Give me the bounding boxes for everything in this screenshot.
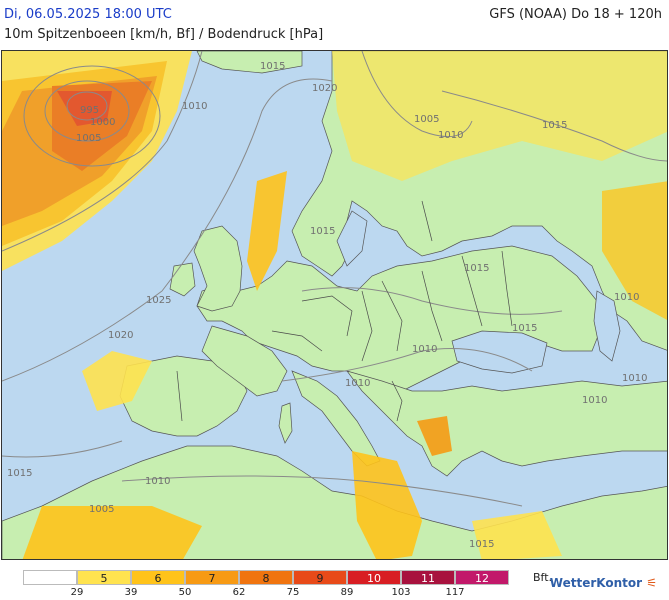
- legend-bin: [23, 570, 77, 585]
- isobar-label: 1010: [182, 101, 207, 112]
- legend-tick-label: 50: [178, 587, 192, 598]
- isobar-label: 1010: [438, 130, 463, 141]
- legend-tick-label: 103: [391, 587, 411, 598]
- isobar-label: 1010: [614, 292, 639, 303]
- isobar-label: 995: [80, 105, 99, 116]
- legend-tick-label: 29: [70, 587, 84, 598]
- baltic-sea: [336, 210, 368, 267]
- map-subtitle: 10m Spitzenboeen [km/h, Bf] / Bodendruck…: [4, 27, 324, 42]
- isobar-lines: [2, 51, 667, 507]
- gust-shading: [2, 51, 667, 559]
- legend-tick-label: 117: [445, 587, 465, 598]
- isobar-label: 1015: [469, 539, 494, 550]
- legend-bin: 8: [239, 570, 293, 585]
- great-britain: [193, 225, 243, 312]
- isobar-label: 1010: [345, 378, 370, 389]
- isobar-label: 1015: [260, 61, 285, 72]
- legend-bin: 6: [131, 570, 185, 585]
- legend-bin: 12: [455, 570, 509, 585]
- isobar-label: 1025: [146, 295, 171, 306]
- isobar-label-group: 995 1000 1005 1010 1015 1020 1025 1005 1…: [7, 61, 647, 550]
- isobar-label: 1015: [542, 120, 567, 131]
- isobar-label: 1010: [622, 373, 647, 384]
- central-europe: [196, 245, 603, 397]
- black-sea: [451, 330, 548, 374]
- weather-map[interactable]: 995 1000 1005 1010 1015 1020 1025 1005 1…: [1, 50, 668, 560]
- legend-tick-label: 75: [286, 587, 300, 598]
- sardinia: [278, 402, 293, 444]
- isobar-label: 1005: [76, 133, 101, 144]
- wetterkontor-logo[interactable]: WetterKontor ⚟: [550, 576, 657, 590]
- balkans-turkey: [346, 370, 667, 477]
- isobar-label: 1015: [464, 263, 489, 274]
- france: [201, 325, 288, 397]
- isobar-label: 1010: [145, 476, 170, 487]
- legend-bin: 9: [293, 570, 347, 585]
- brand-name: WetterKontor: [549, 576, 643, 590]
- legend-bin: 7: [185, 570, 239, 585]
- iceland-landmass: [196, 51, 303, 74]
- forecast-datetime: Di, 06.05.2025 18:00 UTC: [4, 7, 172, 22]
- map-canvas: 995 1000 1005 1010 1015 1020 1025 1005 1…: [2, 51, 667, 559]
- legend-tick-label: 89: [340, 587, 354, 598]
- isobar-label: 1000: [90, 117, 115, 128]
- isobar-label: 1015: [310, 226, 335, 237]
- isobar-label: 1005: [89, 504, 114, 515]
- logo-signal-icon: ⚟: [646, 576, 657, 590]
- isobar-label: 1020: [312, 83, 337, 94]
- isobar-label: 1020: [108, 330, 133, 341]
- model-run-label: GFS (NOAA) Do 18 + 120h: [489, 7, 662, 22]
- legend-bin: 11: [401, 570, 455, 585]
- legend-unit: Bft.: [533, 571, 553, 584]
- ireland: [169, 262, 196, 297]
- country-borders: [176, 200, 513, 422]
- isobar-label: 1005: [414, 114, 439, 125]
- isobar-label: 1015: [512, 323, 537, 334]
- isobar-label: 1010: [582, 395, 607, 406]
- isobar-label: 1015: [7, 468, 32, 479]
- legend-bin: 5: [77, 570, 131, 585]
- legend-bin: 10: [347, 570, 401, 585]
- legend-tick-label: 62: [232, 587, 246, 598]
- caspian-sea: [593, 290, 621, 362]
- inland-seas: [336, 210, 621, 374]
- legend-tick-label: 39: [124, 587, 138, 598]
- isobar-label: 1010: [412, 344, 437, 355]
